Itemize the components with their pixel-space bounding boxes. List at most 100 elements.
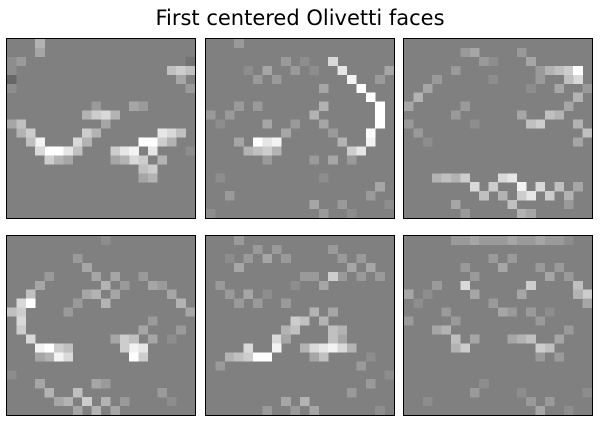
face-2-pixel xyxy=(375,74,385,84)
face-5-pixel xyxy=(328,325,338,335)
face-6-pixel xyxy=(554,334,564,344)
face-5-pixel xyxy=(318,316,329,326)
face-4-pixel xyxy=(166,334,177,344)
face-4-pixel xyxy=(110,334,120,344)
face-6-pixel xyxy=(507,334,517,344)
face-6-pixel xyxy=(469,334,480,344)
face-1-pixel xyxy=(91,128,102,138)
face-6-pixel xyxy=(404,289,414,299)
face-2-pixel xyxy=(309,155,319,165)
face-3-pixel xyxy=(545,110,555,120)
face-4-pixel xyxy=(25,334,36,344)
face-4-pixel xyxy=(91,379,102,389)
face-6-pixel xyxy=(460,280,470,290)
face-4-pixel xyxy=(25,298,36,308)
face-4-pixel xyxy=(7,370,17,380)
face-5-pixel xyxy=(300,316,310,326)
face-5-pixel xyxy=(347,388,357,398)
face-3-pixel xyxy=(422,83,433,93)
face-5-pixel xyxy=(309,343,319,353)
face-6-pixel xyxy=(516,334,527,344)
face-1-pixel xyxy=(138,164,149,174)
face-3-pixel xyxy=(573,119,583,129)
face-5-pixel xyxy=(375,271,385,281)
face-4-pixel xyxy=(54,397,64,407)
face-image-6 xyxy=(404,236,592,415)
face-3-pixel xyxy=(573,92,583,102)
face-6-pixel xyxy=(563,325,574,335)
face-5-pixel xyxy=(243,352,254,362)
face-1-pixel xyxy=(185,83,195,93)
face-2-pixel xyxy=(215,119,225,129)
face-1-pixel xyxy=(82,137,92,147)
face-6-pixel xyxy=(535,406,546,415)
face-6-pixel xyxy=(488,298,499,308)
face-1-pixel xyxy=(129,101,139,111)
face-1-pixel xyxy=(16,128,26,138)
face-4-pixel xyxy=(91,406,102,415)
face-1-pixel xyxy=(7,83,17,93)
face-6-pixel xyxy=(526,307,536,317)
face-3-pixel xyxy=(554,182,564,192)
face-1-pixel xyxy=(129,146,139,156)
face-3-pixel xyxy=(526,56,536,67)
face-5-pixel xyxy=(281,325,291,335)
face-1-pixel xyxy=(7,74,17,84)
face-3-pixel xyxy=(488,56,499,67)
face-2-pixel xyxy=(262,155,272,165)
face-2-pixel xyxy=(206,110,216,120)
face-5-pixel xyxy=(375,406,385,415)
face-6-pixel xyxy=(413,298,423,308)
face-1-pixel xyxy=(176,65,186,75)
face-6-pixel xyxy=(516,388,527,398)
face-2-pixel xyxy=(271,74,282,84)
face-5-pixel xyxy=(281,334,291,344)
face-3-pixel xyxy=(516,182,527,192)
face-3-pixel xyxy=(573,137,583,147)
face-2-pixel xyxy=(356,83,366,93)
face-6-pixel xyxy=(441,307,452,317)
face-2-pixel xyxy=(262,65,272,75)
face-2-pixel xyxy=(253,101,263,111)
face-2-pixel xyxy=(365,137,376,147)
face-1-pixel xyxy=(91,110,102,120)
face-4-pixel xyxy=(166,397,177,407)
face-4-pixel xyxy=(44,352,55,362)
face-5-pixel xyxy=(290,406,301,415)
face-1-pixel xyxy=(25,128,36,138)
face-6-pixel xyxy=(545,397,555,407)
face-3-pixel xyxy=(488,74,499,84)
face-6-pixel xyxy=(507,236,517,246)
face-3-pixel xyxy=(545,191,555,201)
face-1-pixel xyxy=(119,146,130,156)
face-6-pixel xyxy=(479,236,489,246)
face-5-pixel xyxy=(347,343,357,353)
face-4-pixel xyxy=(157,388,167,398)
face-2-pixel xyxy=(281,56,291,67)
face-4-pixel xyxy=(16,298,26,308)
face-5-pixel xyxy=(253,244,263,255)
face-3-pixel xyxy=(535,119,546,129)
face-6-pixel xyxy=(545,343,555,353)
face-1-pixel xyxy=(148,173,158,183)
face-4-pixel xyxy=(72,388,83,398)
face-5-pixel xyxy=(271,334,282,344)
face-6-pixel xyxy=(451,343,461,353)
face-1-pixel xyxy=(101,110,111,120)
face-3-pixel xyxy=(582,128,592,138)
face-2-pixel xyxy=(347,74,357,84)
face-2-pixel xyxy=(328,155,338,165)
face-4-pixel xyxy=(119,280,130,290)
face-4-pixel xyxy=(44,271,55,281)
face-4-pixel xyxy=(166,289,177,299)
face-4-pixel xyxy=(35,379,45,389)
face-2-pixel xyxy=(224,110,235,120)
face-3-pixel xyxy=(460,209,470,218)
face-1-pixel xyxy=(166,137,177,147)
face-1-pixel xyxy=(148,164,158,174)
face-5-pixel xyxy=(337,253,348,264)
face-3-pixel xyxy=(563,191,574,201)
face-3-pixel xyxy=(432,74,442,84)
face-3-pixel xyxy=(507,173,517,183)
face-1-pixel xyxy=(129,155,139,165)
